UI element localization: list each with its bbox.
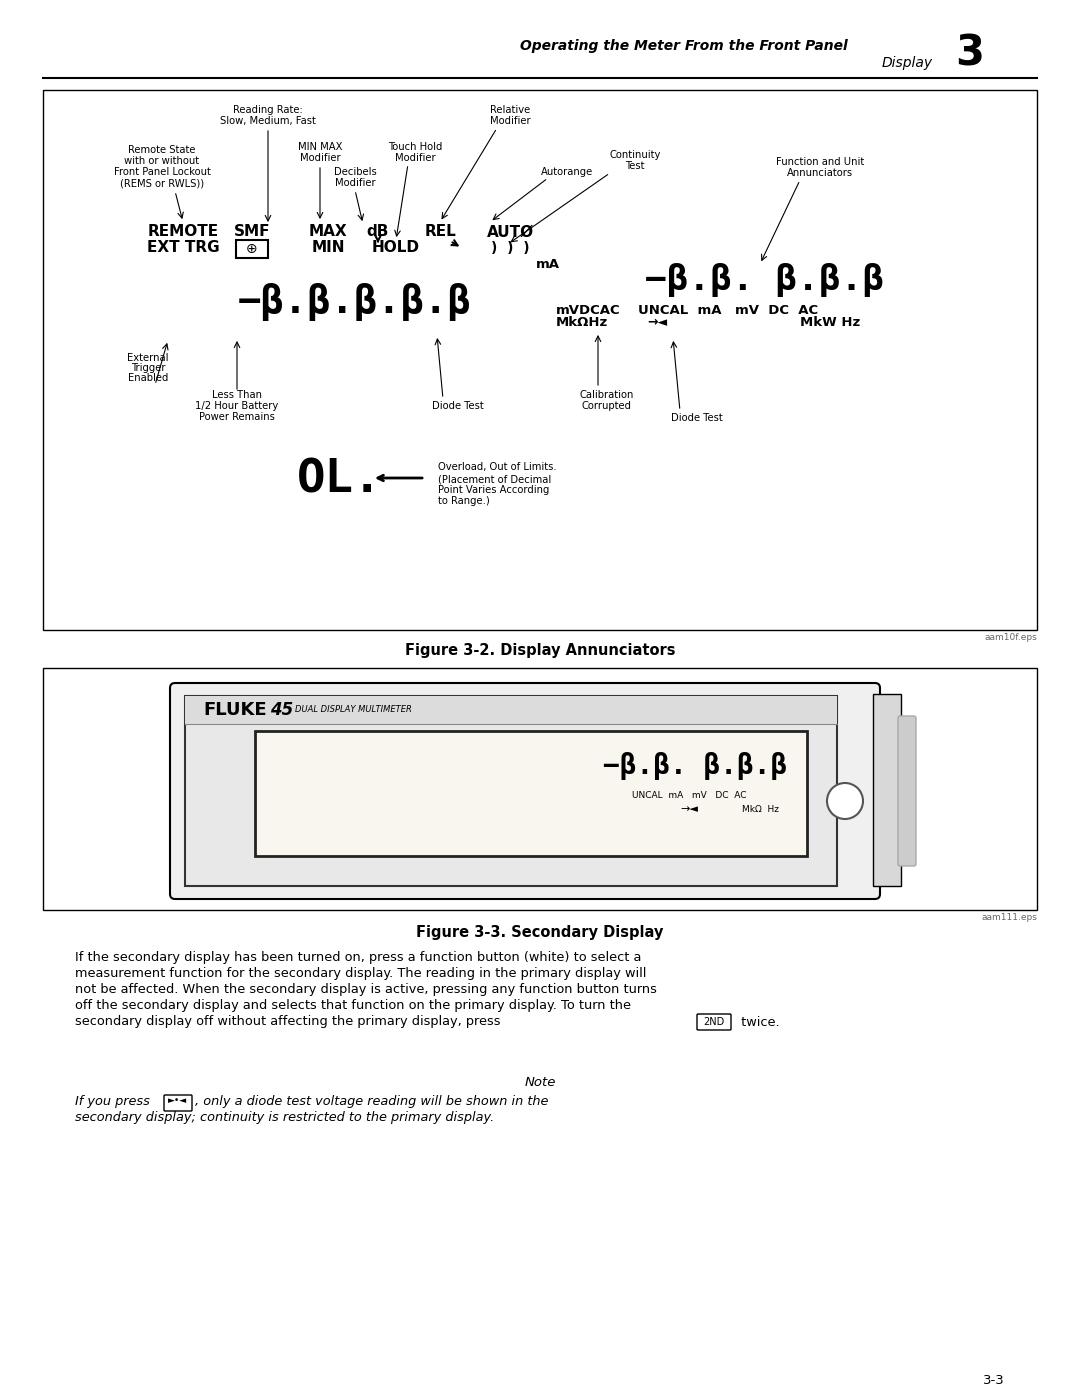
Text: If the secondary display has been turned on, press a function button (white) to : If the secondary display has been turned… bbox=[75, 950, 642, 964]
Text: DUAL DISPLAY MULTIMETER: DUAL DISPLAY MULTIMETER bbox=[295, 705, 411, 714]
Text: Modifier: Modifier bbox=[489, 116, 530, 126]
Text: Operating the Meter From the Front Panel: Operating the Meter From the Front Panel bbox=[521, 39, 848, 53]
Text: HOLD: HOLD bbox=[372, 240, 420, 256]
Text: off the secondary display and selects that function on the primary display. To t: off the secondary display and selects th… bbox=[75, 999, 631, 1011]
Text: not be affected. When the secondary display is active, pressing any function but: not be affected. When the secondary disp… bbox=[75, 982, 657, 996]
Text: FLUKE: FLUKE bbox=[203, 701, 267, 719]
Text: Calibration: Calibration bbox=[580, 390, 634, 400]
Text: Power Remains: Power Remains bbox=[199, 412, 275, 422]
Text: Less Than: Less Than bbox=[212, 390, 262, 400]
Text: Relative: Relative bbox=[490, 105, 530, 115]
Text: mV  DC  AC: mV DC AC bbox=[735, 303, 819, 317]
Text: −β.β. β.β.β: −β.β. β.β.β bbox=[646, 263, 885, 298]
Text: REMOTE: REMOTE bbox=[148, 225, 218, 239]
Text: Modifier: Modifier bbox=[394, 154, 435, 163]
Text: SMF: SMF bbox=[233, 225, 270, 239]
Text: Diode Test: Diode Test bbox=[432, 401, 484, 411]
Text: dB: dB bbox=[367, 225, 389, 239]
Bar bbox=[237, 240, 268, 258]
Text: 1/2 Hour Battery: 1/2 Hour Battery bbox=[195, 401, 279, 411]
Text: 3-3: 3-3 bbox=[983, 1373, 1005, 1386]
Circle shape bbox=[827, 782, 863, 819]
FancyBboxPatch shape bbox=[170, 683, 880, 900]
Text: Autorange: Autorange bbox=[541, 168, 593, 177]
Text: Function and Unit: Function and Unit bbox=[775, 156, 864, 168]
Bar bbox=[185, 696, 837, 886]
Text: OL.: OL. bbox=[297, 457, 382, 503]
Bar bbox=[43, 89, 1037, 630]
Text: Front Panel Lockout: Front Panel Lockout bbox=[113, 168, 211, 177]
FancyBboxPatch shape bbox=[897, 717, 916, 866]
Text: Figure 3-3. Secondary Display: Figure 3-3. Secondary Display bbox=[416, 925, 664, 940]
Text: Trigger: Trigger bbox=[131, 363, 165, 373]
Text: )  )  ): ) ) ) bbox=[490, 242, 529, 256]
Text: MIN MAX: MIN MAX bbox=[298, 142, 342, 152]
Text: Enabled: Enabled bbox=[127, 373, 168, 383]
Text: Reading Rate:: Reading Rate: bbox=[233, 105, 302, 115]
FancyBboxPatch shape bbox=[164, 1095, 192, 1111]
Text: UNCAL  mA   mV   DC  AC: UNCAL mA mV DC AC bbox=[632, 792, 746, 800]
Text: Slow, Medium, Fast: Slow, Medium, Fast bbox=[220, 116, 316, 126]
Text: Continuity: Continuity bbox=[609, 149, 661, 161]
Text: 2ND: 2ND bbox=[703, 1017, 725, 1027]
Text: Diode Test: Diode Test bbox=[671, 414, 723, 423]
Text: →◄: →◄ bbox=[647, 317, 667, 330]
Text: secondary display; continuity is restricted to the primary display.: secondary display; continuity is restric… bbox=[75, 1112, 495, 1125]
Text: →◄: →◄ bbox=[680, 805, 698, 814]
Text: MAX: MAX bbox=[309, 225, 348, 239]
Text: Remote State: Remote State bbox=[129, 145, 195, 155]
Text: Annunciators: Annunciators bbox=[787, 168, 853, 177]
Text: Display: Display bbox=[882, 56, 933, 70]
Text: Point Varies According: Point Varies According bbox=[438, 485, 550, 495]
Text: MIN: MIN bbox=[311, 240, 345, 256]
Bar bbox=[873, 694, 901, 886]
Text: aam10f.eps: aam10f.eps bbox=[984, 633, 1037, 643]
Bar bbox=[185, 696, 837, 724]
Text: twice.: twice. bbox=[737, 1016, 780, 1028]
Text: secondary display off without affecting the primary display, press: secondary display off without affecting … bbox=[75, 1014, 500, 1028]
Text: Note: Note bbox=[524, 1076, 556, 1088]
Text: UNCAL  mA: UNCAL mA bbox=[638, 303, 721, 317]
Text: EXT TRG: EXT TRG bbox=[147, 240, 219, 256]
Text: aam111.eps: aam111.eps bbox=[981, 914, 1037, 922]
Text: −β.β. β.β.β: −β.β. β.β.β bbox=[603, 752, 787, 780]
Text: , only a diode test voltage reading will be shown in the: , only a diode test voltage reading will… bbox=[195, 1095, 549, 1108]
Text: Corrupted: Corrupted bbox=[582, 401, 632, 411]
Text: Figure 3-2. Display Annunciators: Figure 3-2. Display Annunciators bbox=[405, 644, 675, 658]
Text: to Range.): to Range.) bbox=[438, 496, 489, 506]
Text: 3: 3 bbox=[955, 34, 984, 75]
Text: Touch Hold: Touch Hold bbox=[388, 142, 442, 152]
Text: Modifier: Modifier bbox=[335, 177, 376, 189]
Text: ►•◄: ►•◄ bbox=[168, 1097, 188, 1105]
Text: −β.β.β.β.β: −β.β.β.β.β bbox=[238, 284, 472, 321]
Text: If you press: If you press bbox=[75, 1095, 150, 1108]
Text: MkW Hz: MkW Hz bbox=[800, 317, 861, 330]
Text: AUTØ: AUTØ bbox=[486, 225, 534, 239]
Text: mVDCAC: mVDCAC bbox=[556, 303, 621, 317]
Text: measurement function for the secondary display. The reading in the primary displ: measurement function for the secondary d… bbox=[75, 967, 646, 979]
Text: ⊕: ⊕ bbox=[246, 242, 258, 256]
Text: MkΩ  Hz: MkΩ Hz bbox=[742, 805, 779, 813]
Text: (Placement of Decimal: (Placement of Decimal bbox=[438, 474, 551, 483]
Text: with or without: with or without bbox=[124, 156, 200, 166]
FancyBboxPatch shape bbox=[697, 1014, 731, 1030]
Bar bbox=[255, 731, 807, 856]
Text: mA: mA bbox=[536, 258, 561, 271]
Text: (REMS or RWLS)): (REMS or RWLS)) bbox=[120, 177, 204, 189]
Text: 45: 45 bbox=[270, 701, 294, 719]
Text: External: External bbox=[127, 353, 168, 363]
Text: Test: Test bbox=[625, 161, 645, 170]
Bar bbox=[43, 668, 1037, 909]
Text: Overload, Out of Limits.: Overload, Out of Limits. bbox=[438, 462, 556, 472]
Text: Modifier: Modifier bbox=[299, 154, 340, 163]
Text: MkΩHz: MkΩHz bbox=[556, 317, 608, 330]
Text: Decibels: Decibels bbox=[334, 168, 376, 177]
Text: REL: REL bbox=[424, 225, 456, 239]
